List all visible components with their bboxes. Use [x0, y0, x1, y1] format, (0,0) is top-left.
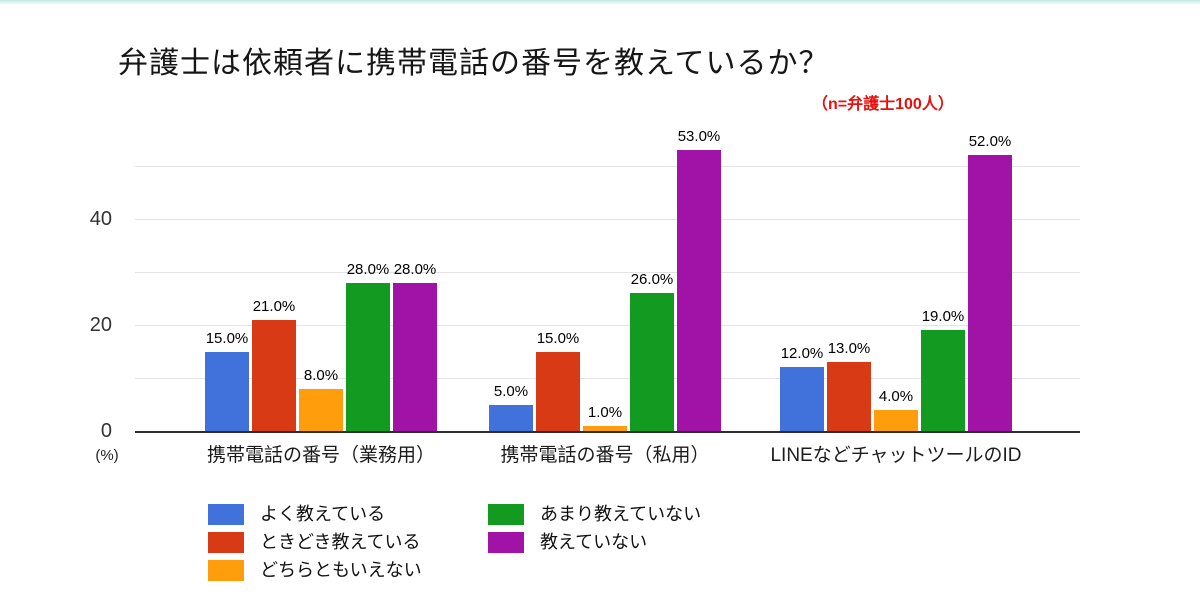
bar-あまり教えていない-携帯電話の番号（業務用）	[346, 282, 390, 431]
legend-swatch-green	[488, 504, 524, 525]
bar-value-label: 28.0%	[393, 260, 437, 278]
legend-label: どちらともいえない	[260, 560, 422, 580]
y-axis-tick-0: 0	[100, 420, 112, 442]
sample-size-note: （n=弁護士100人）	[812, 96, 954, 113]
x-axis-baseline	[135, 431, 1080, 433]
legend-label: ときどき教えている	[260, 532, 421, 552]
bar-どちらともいえない-携帯電話の番号（業務用）	[299, 388, 343, 431]
bar-よく教えている-LINEなどチャットツールのID	[780, 367, 824, 431]
bar-どちらともいえない-携帯電話の番号（私用）	[583, 425, 627, 431]
bar-value-label: 53.0%	[677, 128, 721, 146]
bar-value-label: 12.0%	[780, 345, 824, 363]
bar-あまり教えていない-LINEなどチャットツールのID	[921, 330, 965, 431]
category-label-business: 携帯電話の番号（業務用）	[206, 445, 435, 466]
gridline-40	[135, 219, 1080, 220]
category-label-private: 携帯電話の番号（私用）	[500, 445, 710, 466]
bar-ときどき教えている-携帯電話の番号（私用）	[536, 351, 580, 431]
bar-教えていない-LINEなどチャットツールのID	[968, 155, 1012, 431]
gridline-10	[135, 378, 1080, 379]
top-accent-strip	[0, 0, 1200, 5]
legend-label: よく教えている	[260, 504, 386, 524]
chart-title: 弁護士は依頼者に携帯電話の番号を教えているか？	[118, 47, 830, 80]
bar-value-label: 13.0%	[827, 340, 871, 358]
bar-value-label: 19.0%	[921, 308, 965, 326]
gridline-50	[135, 166, 1080, 167]
bar-value-label: 52.0%	[968, 133, 1012, 151]
category-label-chat-id: LINEなどチャットツールのID	[770, 445, 1022, 466]
gridline-20	[135, 325, 1080, 326]
bar-value-label: 8.0%	[303, 366, 339, 384]
legend-swatch-red	[208, 532, 244, 553]
bar-教えていない-携帯電話の番号（業務用）	[393, 282, 437, 431]
legend-swatch-blue	[208, 504, 244, 525]
bar-教えていない-携帯電話の番号（私用）	[677, 150, 721, 431]
bar-どちらともいえない-LINEなどチャットツールのID	[874, 409, 918, 431]
bar-value-label: 28.0%	[346, 260, 390, 278]
legend-label: あまり教えていない	[540, 504, 702, 524]
legend-label: 教えていない	[540, 532, 648, 552]
bar-ときどき教えている-携帯電話の番号（業務用）	[252, 319, 296, 431]
bar-value-label: 15.0%	[536, 329, 580, 347]
bar-ときどき教えている-LINEなどチャットツールのID	[827, 362, 871, 431]
legend-swatch-purple	[488, 532, 524, 553]
bar-value-label: 5.0%	[493, 382, 529, 400]
bar-value-label: 21.0%	[252, 297, 296, 315]
gridline-30	[135, 272, 1080, 273]
bar-value-label: 1.0%	[587, 403, 623, 421]
legend-swatch-orange	[208, 560, 244, 581]
y-axis-unit-label: (%)	[95, 447, 119, 464]
y-axis-tick-20: 20	[89, 314, 112, 336]
bar-あまり教えていない-携帯電話の番号（私用）	[630, 293, 674, 431]
bar-value-label: 15.0%	[205, 329, 249, 347]
bar-よく教えている-携帯電話の番号（業務用）	[205, 351, 249, 431]
bar-value-label: 4.0%	[878, 387, 914, 405]
bar-よく教えている-携帯電話の番号（私用）	[489, 404, 533, 431]
bar-value-label: 26.0%	[630, 271, 674, 289]
y-axis-tick-40: 40	[89, 208, 112, 230]
